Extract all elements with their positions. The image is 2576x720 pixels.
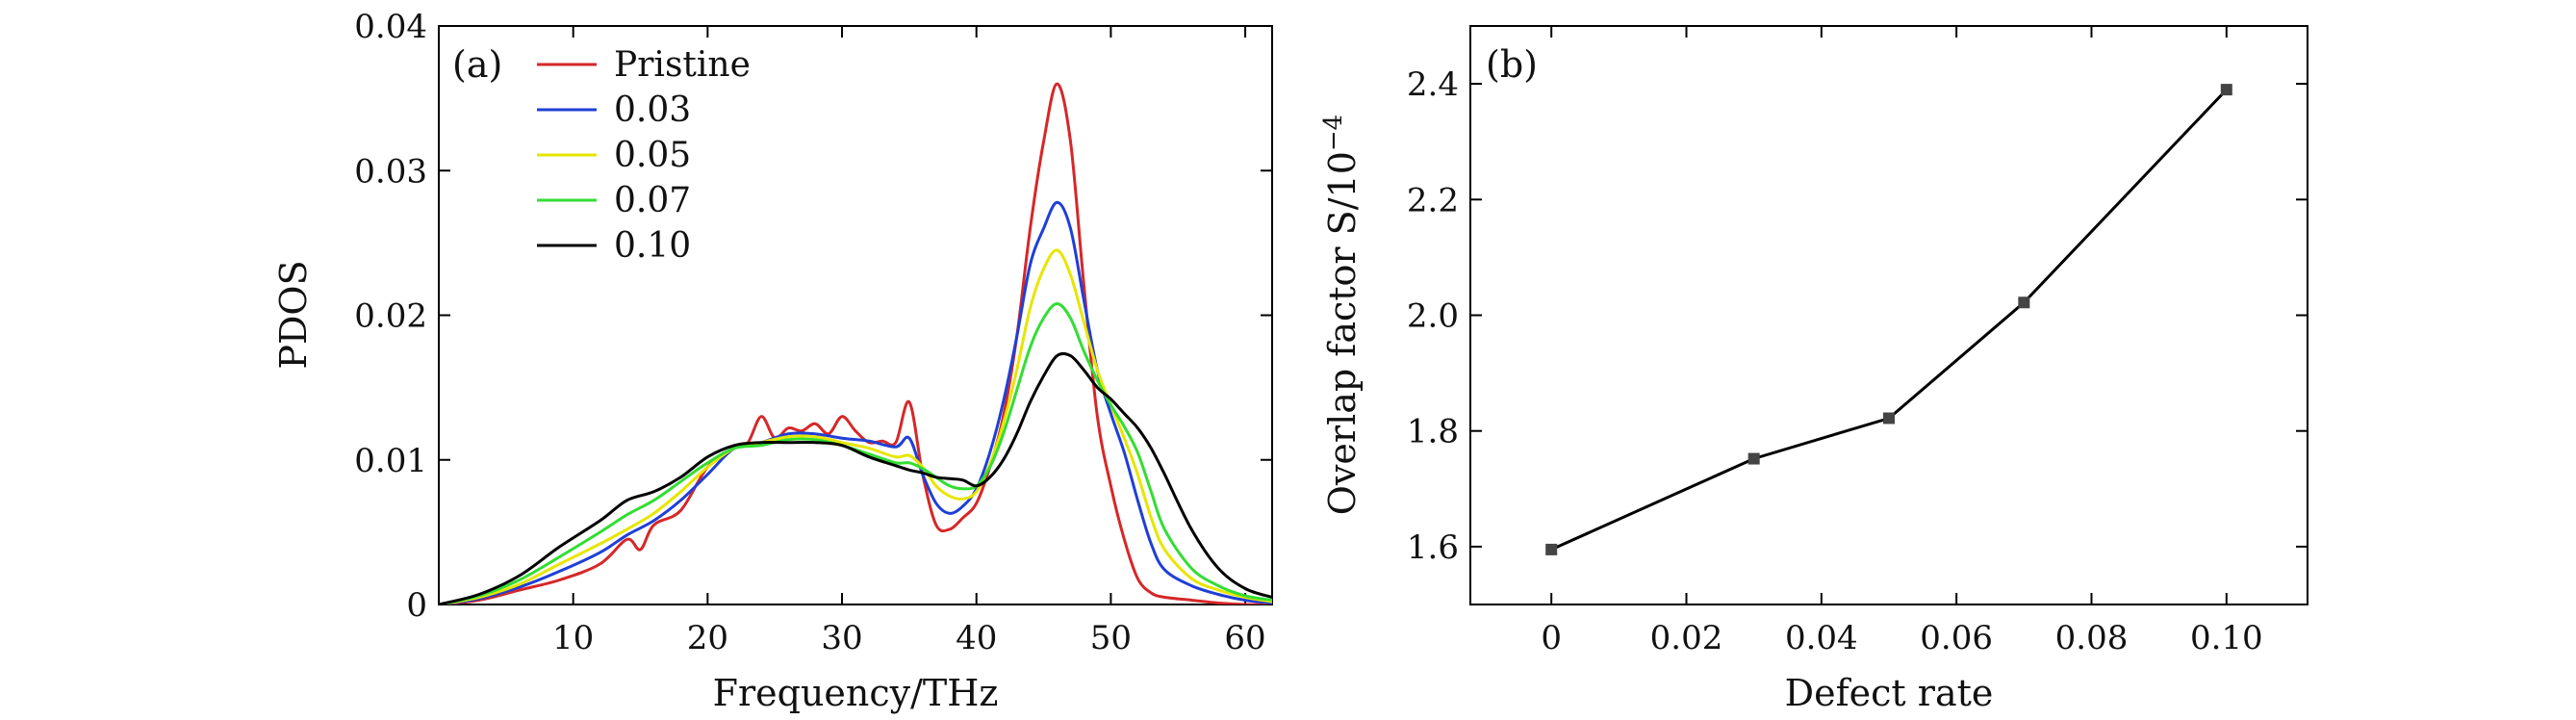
data-point-0-1 bbox=[2220, 84, 2232, 96]
panel-a-label: (a) bbox=[452, 43, 502, 86]
panel-b-frame bbox=[1469, 25, 2308, 605]
ytick-label-0: 0 bbox=[406, 586, 427, 625]
xtick-label-0-04: 0.04 bbox=[1785, 619, 1858, 657]
ytick-label-2-0: 2.0 bbox=[1407, 297, 1459, 336]
xtick-label-0-08: 0.08 bbox=[2055, 619, 2129, 657]
xtick-label-60: 60 bbox=[1224, 619, 1265, 657]
ytick-label-1-6: 1.6 bbox=[1407, 528, 1459, 567]
panel-b-ylabel: Overlap factor S/10−4 bbox=[1319, 115, 1364, 515]
ytick-label-2-4: 2.4 bbox=[1407, 65, 1459, 104]
xtick-label-0-06: 0.06 bbox=[1920, 619, 1993, 657]
data-point-0-03 bbox=[1747, 452, 1760, 465]
ytick-label-0-01: 0.01 bbox=[354, 442, 427, 480]
series-line-Pristine bbox=[439, 82, 1272, 604]
data-point-0-05 bbox=[1883, 412, 1895, 424]
panel-b-ticks: 0 0.02 0.04 0.06 0.08 0.10 1.6 1.8 2.0 2.2 2.4 bbox=[1407, 26, 2308, 657]
series-line-overlap bbox=[1550, 89, 2228, 552]
panel-b-label: (b) bbox=[1486, 43, 1538, 86]
xtick-label-10: 10 bbox=[552, 619, 594, 657]
legend-label-0-10: 0.10 bbox=[614, 226, 691, 266]
ytick-label-0-03: 0.03 bbox=[354, 152, 427, 191]
ytick-label-0-02: 0.02 bbox=[354, 297, 427, 336]
ytick-label-0-04: 0.04 bbox=[354, 8, 427, 46]
panel-b-ylabel-main: Overlap factor S/10 bbox=[1321, 151, 1364, 515]
panel-a-curves bbox=[439, 82, 1272, 604]
data-point-0 bbox=[1545, 543, 1558, 555]
ytick-label-1-8: 1.8 bbox=[1407, 413, 1459, 451]
xtick-label-0-10: 0.10 bbox=[2190, 619, 2263, 657]
legend-label-0-07: 0.07 bbox=[614, 181, 691, 220]
xtick-label-40: 40 bbox=[956, 619, 997, 657]
panel-b-xlabel: Defect rate bbox=[1785, 672, 1994, 714]
xtick-label-50: 50 bbox=[1090, 619, 1132, 657]
xtick-label-0-02: 0.02 bbox=[1650, 619, 1723, 657]
series-line-0-03 bbox=[439, 200, 1272, 604]
legend-label-Pristine: Pristine bbox=[614, 45, 751, 85]
panel-a: 10 20 30 40 50 60 0 0.01 0.02 0.03 0.04 (a) Freque… bbox=[272, 8, 1273, 714]
panel-a-legend: Pristine 0.03 0.05 0.07 0.10 bbox=[537, 45, 751, 266]
panel-a-ylabel: PDOS bbox=[272, 260, 315, 369]
ytick-label-2-2: 2.2 bbox=[1407, 181, 1459, 219]
xtick-label-30: 30 bbox=[821, 619, 862, 657]
xtick-label-20: 20 bbox=[687, 619, 728, 657]
panel-b-curves bbox=[1545, 84, 2232, 555]
panel-a-xlabel: Frequency/THz bbox=[713, 672, 999, 714]
data-point-0-07 bbox=[2018, 296, 2030, 309]
series-line-0-10 bbox=[439, 351, 1272, 604]
panel-a-ticks: 10 20 30 40 50 60 0 0.01 0.02 0.03 0.04 bbox=[354, 8, 1272, 657]
legend-label-0-03: 0.03 bbox=[614, 90, 691, 130]
panel-b-ylabel-exponent: −4 bbox=[1319, 115, 1348, 151]
series-line-0-07 bbox=[439, 301, 1272, 604]
series-line-0-05 bbox=[439, 248, 1272, 604]
legend-label-0-05: 0.05 bbox=[614, 136, 691, 175]
panel-a-frame bbox=[438, 25, 1273, 605]
panel-b: 0 0.02 0.04 0.06 0.08 0.10 1.6 1.8 2.0 2.2 2.4 (b)… bbox=[1319, 25, 2308, 714]
xtick-label-0: 0 bbox=[1541, 619, 1562, 657]
